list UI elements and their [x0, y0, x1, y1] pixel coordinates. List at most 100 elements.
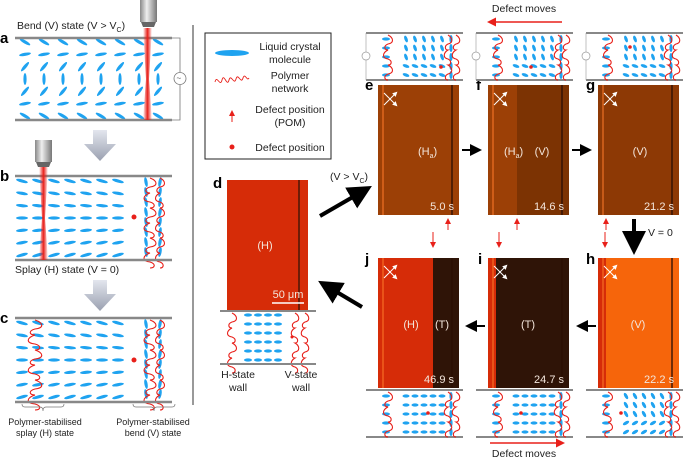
- polymer-network: [143, 177, 157, 269]
- lc-molecule: [539, 73, 547, 77]
- polymer-networks: [27, 177, 310, 411]
- lc-molecule: [32, 216, 44, 220]
- lc-molecule: [512, 403, 520, 407]
- lc-molecule: [548, 430, 556, 434]
- lc-molecule: [112, 203, 124, 208]
- lc-molecule: [622, 73, 630, 77]
- lc-molecule: [521, 73, 529, 77]
- lc-molecule: [669, 401, 673, 409]
- lc-molecule: [16, 358, 28, 362]
- lc-molecule: [144, 369, 148, 379]
- lc-molecule: [38, 52, 50, 57]
- lc-molecule: [32, 345, 44, 350]
- lc-molecule: [624, 53, 628, 61]
- polymer-network: [451, 34, 461, 81]
- lc-molecule: [530, 421, 538, 425]
- region-j: [433, 258, 459, 388]
- panel-d: d (H) 50 μm H-state wall V-state wall: [213, 175, 318, 394]
- lc-molecule: [16, 240, 28, 245]
- lc-molecule: [404, 53, 408, 61]
- lc-molecule: [624, 44, 628, 52]
- lc-molecule: [96, 345, 108, 350]
- lc-molecule: [16, 382, 28, 387]
- polarizer-arrow-icon: [603, 265, 618, 280]
- lc-molecule: [548, 64, 556, 68]
- lc-molecule: [254, 322, 262, 326]
- lc-molecule: [438, 430, 446, 434]
- lc-molecule: [264, 340, 272, 344]
- polymer-network: [492, 391, 504, 438]
- lc-molecule: [659, 401, 665, 409]
- lc-molecule: [42, 73, 46, 85]
- lc-molecule: [514, 44, 518, 52]
- lc-molecule: [48, 394, 60, 400]
- lc-molecule: [660, 35, 664, 43]
- panel-label-d: d: [213, 175, 222, 192]
- lc-molecule: [512, 421, 520, 425]
- timestamp: 14.6 s: [534, 201, 564, 213]
- lc-molecule: [440, 53, 444, 61]
- lc-molecule: [632, 401, 638, 409]
- arrow-j-to-d: [318, 280, 364, 309]
- lc-molecule: [650, 392, 656, 400]
- lc-molecule: [411, 421, 419, 425]
- lc-molecule: [96, 191, 108, 196]
- region-subscript: a: [516, 153, 520, 160]
- lc-molecule: [642, 44, 646, 52]
- polymer-network-icon: [214, 75, 250, 84]
- defect-moves-top-label: Defect moves: [492, 3, 556, 15]
- lc-molecule: [602, 46, 610, 50]
- lc-molecule: [112, 228, 124, 233]
- legend-label: Defect position: [255, 142, 325, 154]
- lc-molecule: [144, 227, 148, 237]
- lc-molecule: [548, 421, 556, 425]
- lc-molecule: [76, 52, 88, 57]
- lc-molecule: [118, 73, 122, 85]
- lc-molecule: [633, 53, 637, 61]
- lc-molecule: [77, 61, 87, 72]
- lc-molecule: [80, 73, 84, 85]
- ac-source-icon: [173, 72, 187, 85]
- lc-molecule: [158, 349, 162, 359]
- timestamp: 24.7 s: [534, 374, 564, 386]
- lc-molecule: [144, 177, 148, 187]
- lc-molecule: [658, 429, 666, 435]
- wall-label: wall: [228, 382, 247, 394]
- region-text: (H: [504, 146, 516, 158]
- lc-molecule: [449, 401, 453, 409]
- lc-molecule: [650, 401, 656, 409]
- lc-molecule: [16, 178, 28, 184]
- lc-molecule: [64, 252, 76, 258]
- lc-molecule: [530, 412, 538, 416]
- lc-molecule: [658, 64, 666, 68]
- region-label: (V): [633, 146, 648, 158]
- lc-molecule: [99, 73, 103, 85]
- polarizer-arrow-icon: [493, 265, 508, 280]
- bracket: [21, 403, 65, 412]
- lc-molecule: [254, 349, 262, 353]
- lc-molecule: [39, 61, 49, 72]
- polarizer-arrow-icon: [383, 92, 398, 107]
- lc-molecule: [622, 64, 630, 68]
- lc-molecule: [19, 112, 31, 120]
- lc-molecule: [133, 101, 145, 106]
- lc-molecule: [96, 228, 108, 233]
- lc-molecule: [57, 38, 69, 46]
- lc-molecule: [16, 333, 28, 338]
- polymer-network: [561, 391, 571, 438]
- lc-molecule: [95, 52, 107, 57]
- lc-molecule: [559, 44, 563, 52]
- lc-molecule: [64, 228, 76, 233]
- polymer-network: [553, 391, 563, 438]
- lc-molecule: [633, 44, 637, 52]
- lc-molecule: [16, 252, 28, 258]
- lc-molecule: [96, 240, 108, 245]
- lc-molecule: [112, 333, 124, 338]
- lc-molecule: [16, 228, 28, 233]
- lc-molecule: [96, 382, 108, 387]
- panel-label-h: h: [586, 251, 595, 268]
- lc-molecule: [80, 216, 92, 220]
- defect-dot-icon: [131, 357, 137, 363]
- h-state-edge: [598, 258, 606, 388]
- lc-molecule: [133, 38, 145, 46]
